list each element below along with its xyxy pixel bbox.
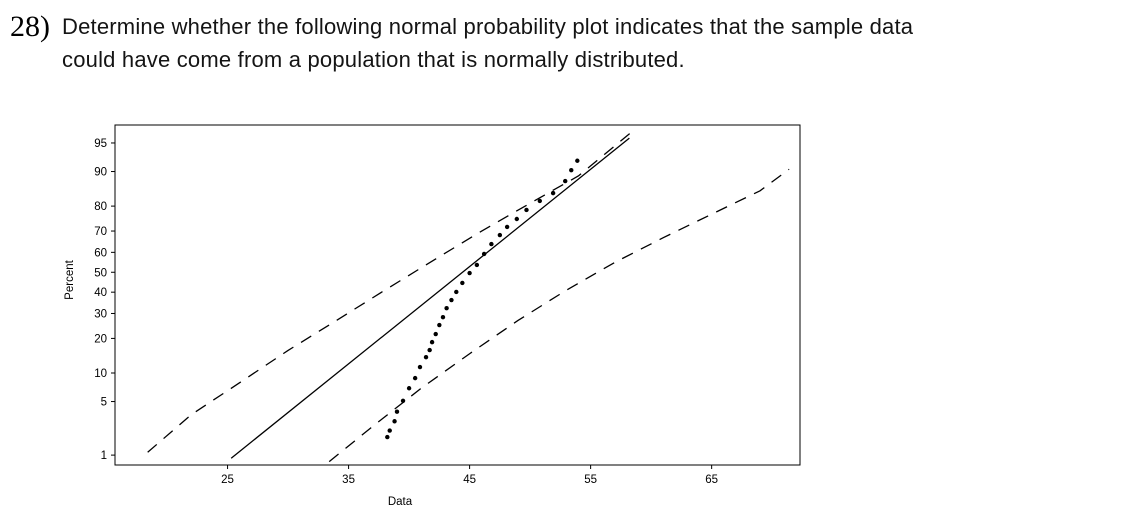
- data-point: [454, 289, 459, 295]
- plot-svg: 1 5 10 20 30 40 50 60 70 80 90 95 25 35 45 55 65 Data Perc…: [64, 124, 801, 508]
- y-tick-label: 50: [94, 267, 107, 279]
- y-tick-label: 1: [101, 450, 107, 462]
- data-point: [481, 251, 487, 257]
- question-block: 28) Determine whether the following norm…: [10, 10, 1130, 76]
- data-point: [514, 216, 520, 222]
- data-point: [474, 262, 480, 268]
- data-point: [400, 398, 406, 403]
- y-tick-label: 70: [94, 226, 107, 238]
- data-point: [524, 207, 529, 213]
- normal-probability-plot-figure: 1 5 10 20 30 40 50 60 70 80 90 95 25 35 45 55 65 Data Perc…: [60, 118, 840, 518]
- y-tick-label: 30: [94, 308, 107, 320]
- data-point: [417, 364, 423, 370]
- y-tick-label: 80: [94, 201, 107, 213]
- x-axis-label: Data: [388, 496, 413, 508]
- data-point: [433, 331, 438, 337]
- y-tick-label: 20: [94, 333, 107, 345]
- x-tick-label: 45: [463, 474, 476, 486]
- data-point: [427, 347, 432, 353]
- data-point: [575, 158, 580, 163]
- data-point: [449, 297, 454, 303]
- data-point: [429, 339, 435, 345]
- data-point: [440, 314, 446, 320]
- y-tick-label: 60: [94, 247, 107, 259]
- x-tick-label: 35: [342, 474, 355, 486]
- data-point: [497, 232, 503, 238]
- data-point: [387, 428, 392, 433]
- data-point: [537, 198, 542, 204]
- data-point: [467, 270, 472, 276]
- y-tick-label: 90: [94, 167, 107, 179]
- plot-frame: [114, 124, 801, 466]
- data-point: [504, 224, 510, 230]
- y-tick-label: 5: [101, 397, 107, 409]
- data-point: [392, 419, 397, 424]
- x-tick-label: 25: [221, 474, 234, 486]
- data-point: [406, 386, 412, 391]
- y-axis-label: Percent: [64, 259, 76, 299]
- data-point: [437, 322, 442, 328]
- data-point: [394, 409, 400, 414]
- data-point: [385, 434, 390, 440]
- question-text-line2: could have come from a population that i…: [62, 47, 685, 72]
- y-tick-label: 40: [94, 287, 107, 299]
- data-point: [460, 280, 465, 286]
- y-tick-label: 95: [94, 138, 107, 150]
- x-tick-label: 65: [705, 474, 718, 486]
- data-point: [444, 305, 449, 311]
- data-point: [563, 178, 568, 184]
- normal-fit-line: [230, 137, 630, 459]
- data-point: [569, 167, 574, 173]
- question-text-line1: Determine whether the following normal p…: [62, 14, 914, 39]
- data-point: [412, 375, 418, 381]
- y-tick-label: 10: [94, 368, 107, 380]
- data-point: [489, 241, 494, 247]
- data-point: [550, 190, 556, 196]
- question-number: 28): [10, 10, 50, 43]
- question-text: Determine whether the following normal p…: [62, 10, 1130, 76]
- x-tick-label: 55: [584, 474, 597, 486]
- data-point: [423, 354, 429, 360]
